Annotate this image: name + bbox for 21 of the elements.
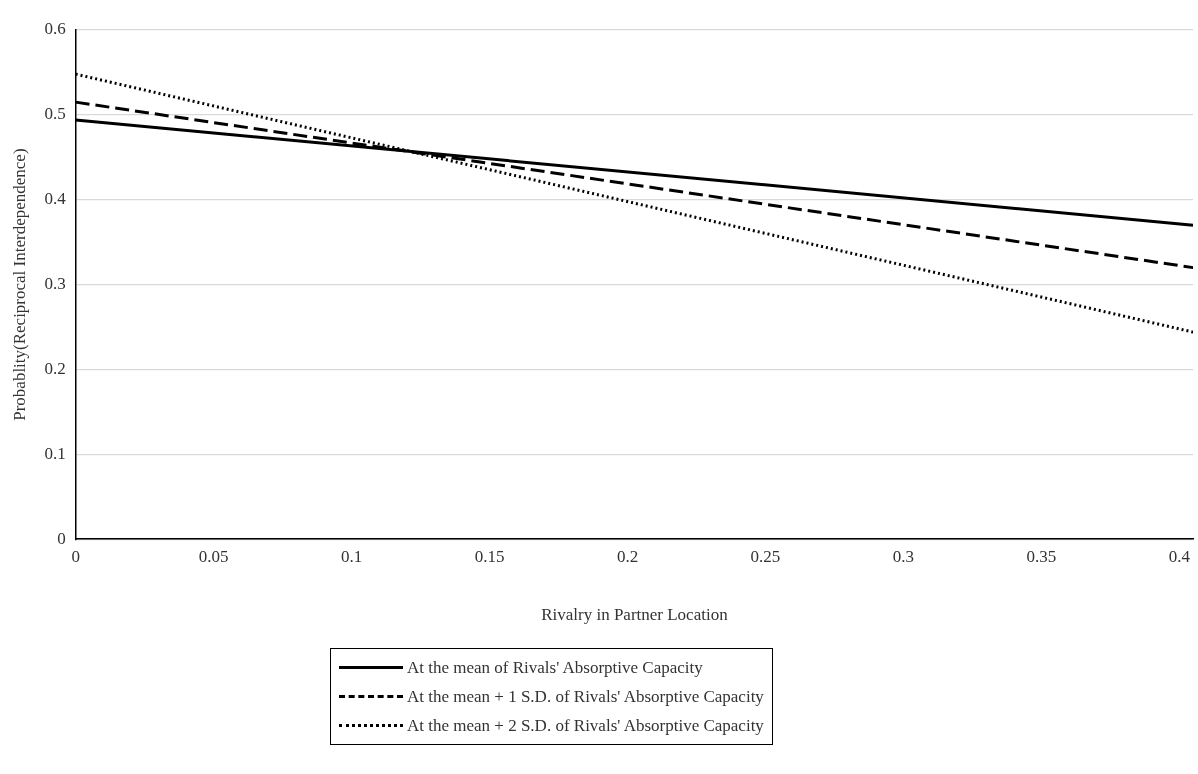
y-tick-label: 0 [57, 528, 66, 548]
y-tick-label: 0.4 [44, 189, 67, 209]
x-tick-label: 0.25 [750, 546, 781, 566]
y-tick-label: 0.6 [44, 19, 66, 39]
x-tick-label: 0.05 [198, 546, 229, 566]
x-tick-label: 0.2 [616, 546, 639, 566]
legend-label: At the mean + 2 S.D. of Rivals' Absorptive Capacity [407, 715, 764, 736]
x-tick-label: 0.15 [474, 546, 505, 566]
x-tick-label: 0 [71, 546, 80, 566]
x-tick-label: 0.35 [1026, 546, 1057, 566]
y-tick-label: 0.3 [44, 274, 66, 294]
x-tick-label: 0.1 [340, 546, 363, 566]
x-tick-label: 0.4 [1168, 546, 1191, 566]
y-tick-label: 0.1 [44, 443, 66, 463]
legend-label: At the mean of Rivals' Absorptive Capacity [407, 657, 703, 678]
legend-label: At the mean + 1 S.D. of Rivals' Absorptive Capacity [407, 686, 764, 707]
x-tick-label: 0.3 [892, 546, 915, 566]
y-tick-label: 0.2 [44, 358, 66, 378]
x-axis-title: Rivalry in Partner Location [541, 605, 729, 625]
y-tick-label: 0.5 [44, 104, 66, 124]
y-axis-title: Probablity(Reciprocal Interdependence) [9, 148, 29, 421]
